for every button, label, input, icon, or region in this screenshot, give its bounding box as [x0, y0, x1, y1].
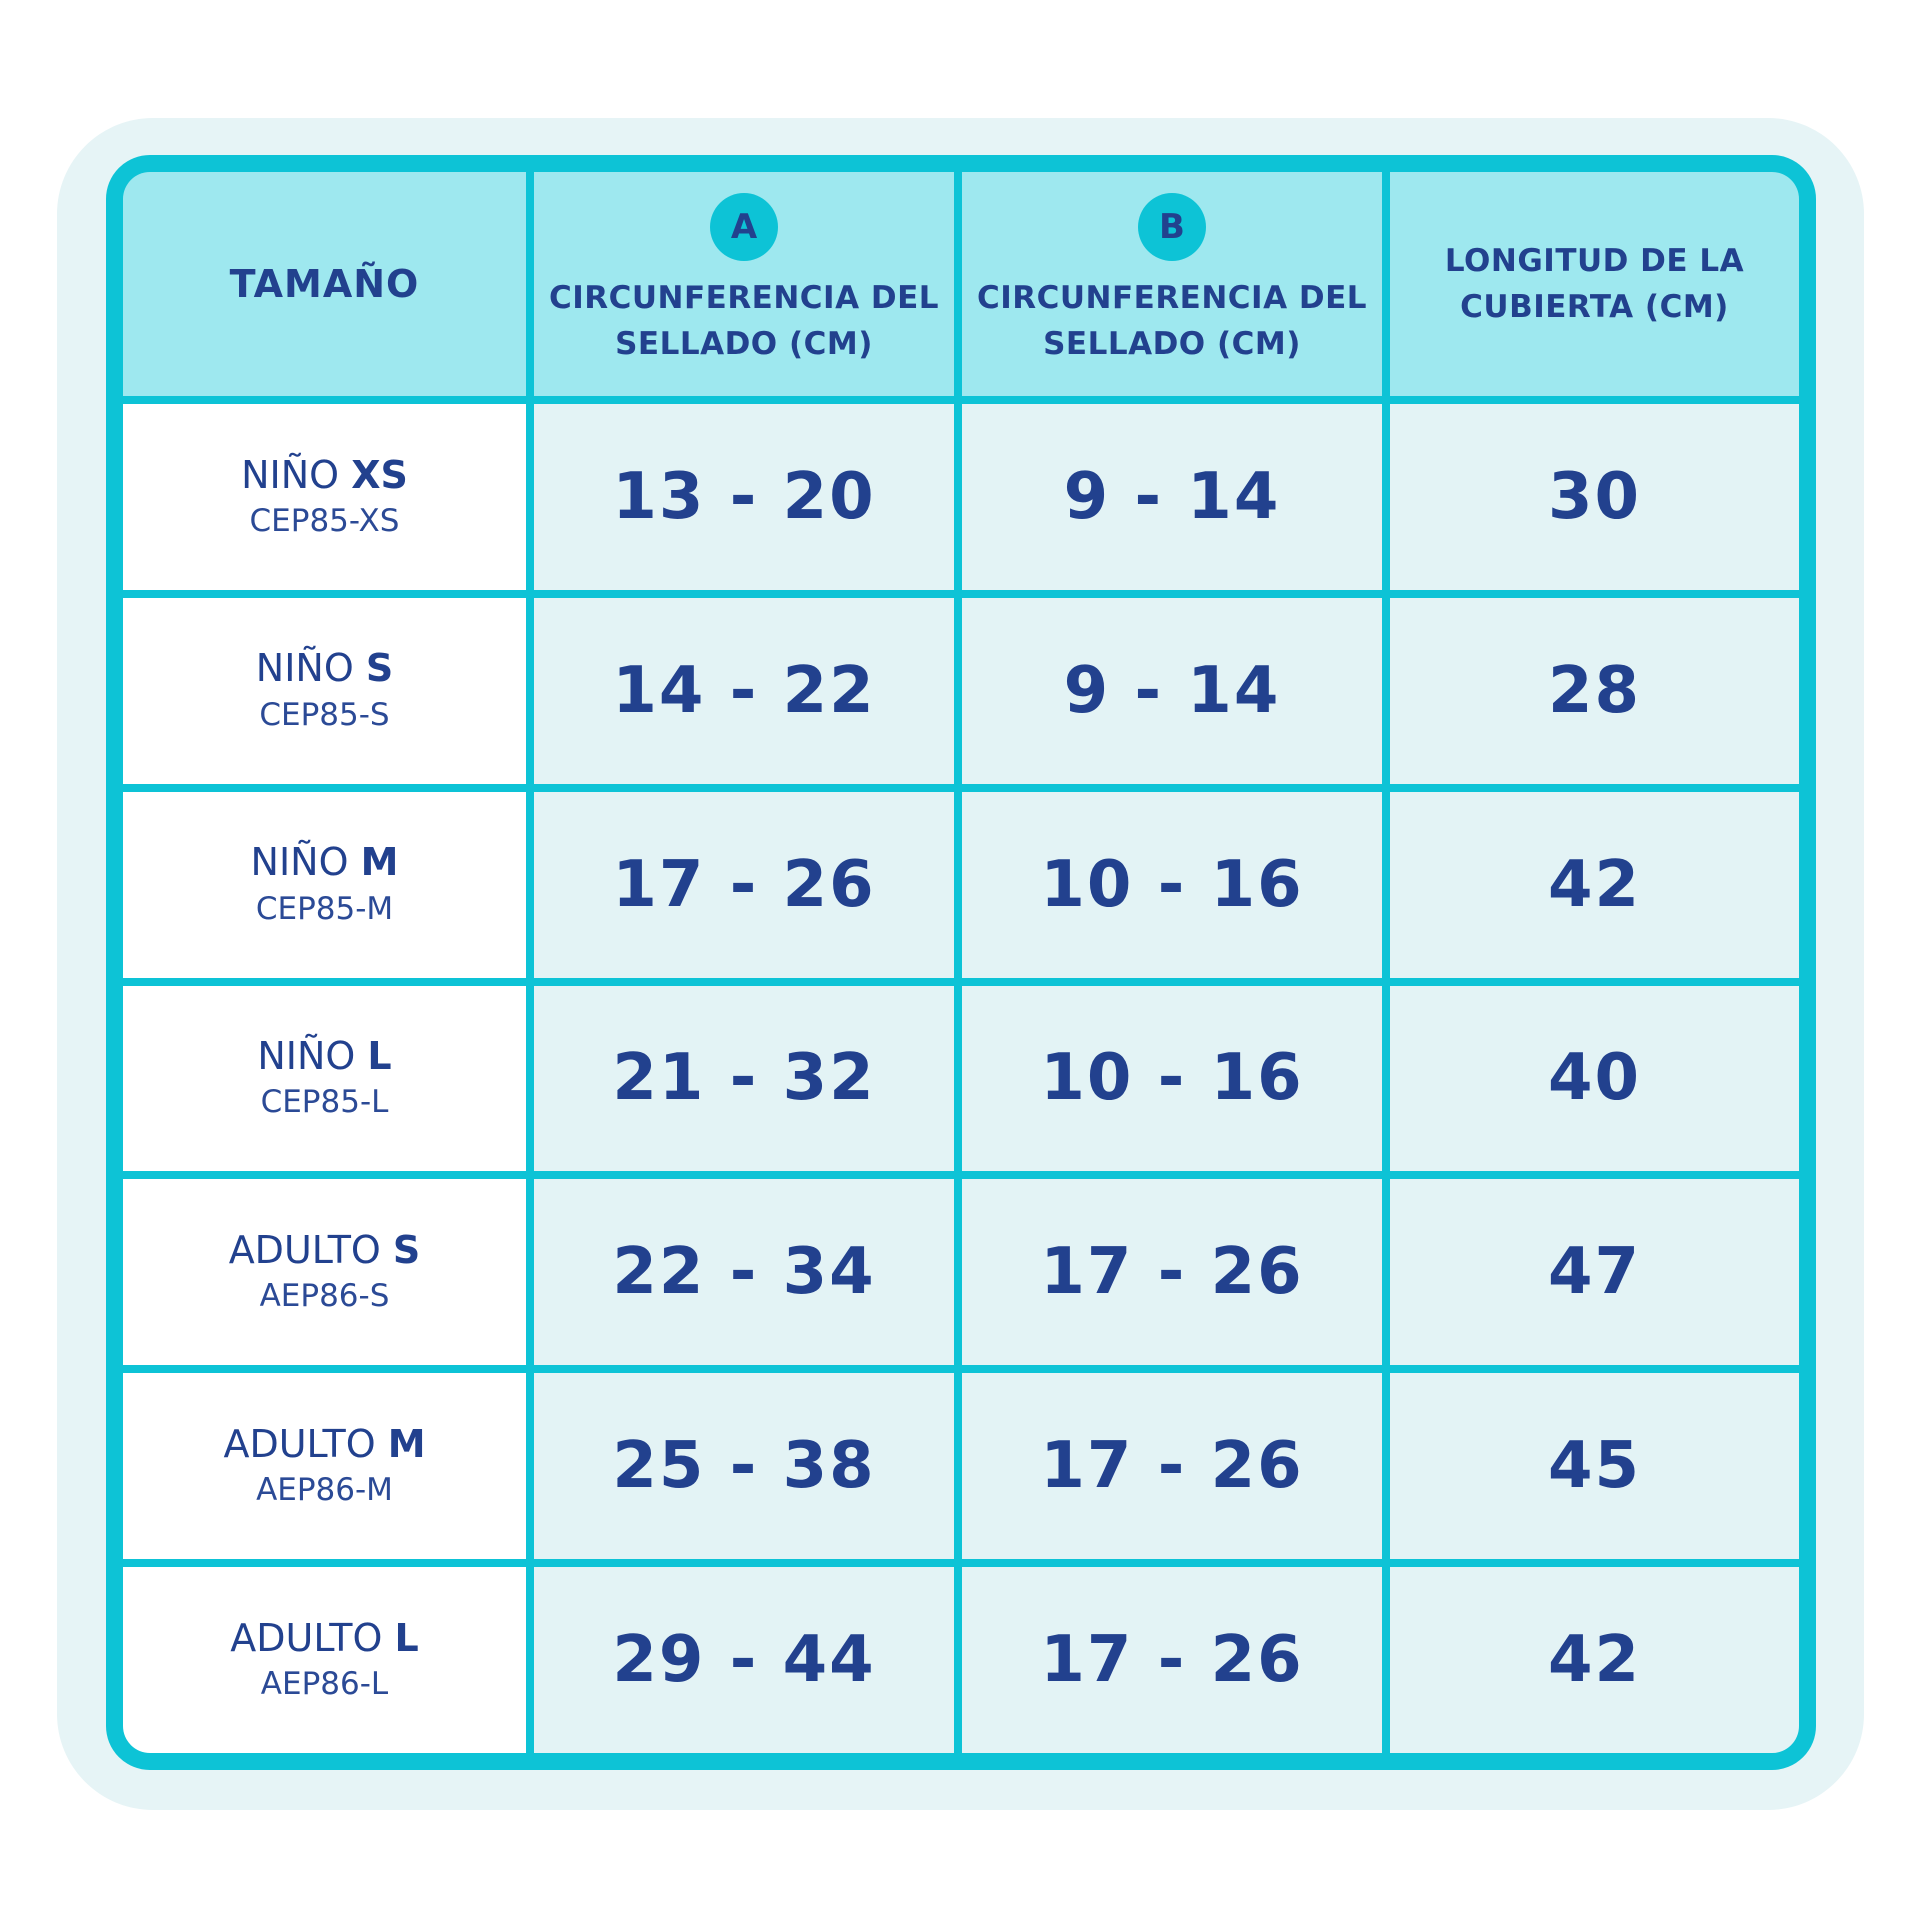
- value-a: 25 - 38: [612, 1429, 876, 1504]
- value-length: 28: [1547, 653, 1642, 728]
- size-group: ADULTO: [223, 1421, 376, 1466]
- value-a: 21 - 32: [612, 1041, 876, 1116]
- badge-b-icon: B: [1138, 192, 1206, 261]
- value-cell-b: 10 - 16: [962, 791, 1382, 978]
- value-cell-a: 14 - 22: [534, 597, 954, 784]
- value-length: 30: [1547, 459, 1642, 534]
- value-cell-length: 47: [1390, 1179, 1799, 1366]
- size-cell: NIÑO L CEP85-L: [123, 985, 526, 1172]
- value-b: 17 - 26: [1040, 1235, 1304, 1310]
- size-name: NIÑO XS: [241, 451, 408, 500]
- product-code: AEP86-S: [259, 1278, 390, 1315]
- size-name: NIÑO L: [257, 1032, 391, 1081]
- header-col-b-label: CIRCUNFERENCIA DEL SELLADO (CM): [976, 279, 1368, 363]
- value-b: 9 - 14: [1063, 459, 1281, 534]
- size-group: NIÑO: [257, 1034, 356, 1079]
- size-letter: L: [367, 1034, 392, 1079]
- value-b: 17 - 26: [1040, 1623, 1304, 1698]
- size-name: ADULTO S: [229, 1226, 421, 1275]
- value-cell-a: 22 - 34: [534, 1179, 954, 1366]
- size-group: ADULTO: [230, 1615, 383, 1660]
- value-cell-length: 45: [1390, 1373, 1799, 1560]
- value-cell-length: 40: [1390, 985, 1799, 1172]
- size-cell: ADULTO S AEP86-S: [123, 1179, 526, 1366]
- value-length: 40: [1547, 1041, 1642, 1116]
- value-cell-length: 42: [1390, 1567, 1799, 1753]
- value-length: 45: [1547, 1429, 1642, 1504]
- size-chart-grid: TAMAÑO A CIRCUNFERENCIA DEL SELLADO (CM)…: [123, 172, 1799, 1753]
- size-letter: XS: [351, 452, 408, 497]
- size-cell: NIÑO M CEP85-M: [123, 791, 526, 978]
- size-group: NIÑO: [250, 840, 349, 885]
- value-cell-b: 17 - 26: [962, 1373, 1382, 1560]
- size-group: NIÑO: [241, 452, 340, 497]
- size-letter: S: [365, 646, 394, 691]
- value-cell-length: 30: [1390, 404, 1799, 590]
- header-col-b: B CIRCUNFERENCIA DEL SELLADO (CM): [962, 172, 1382, 396]
- value-b: 9 - 14: [1063, 653, 1281, 728]
- value-b: 10 - 16: [1040, 1041, 1304, 1116]
- value-b: 10 - 16: [1040, 847, 1304, 922]
- size-letter: S: [392, 1227, 421, 1272]
- value-cell-a: 21 - 32: [534, 985, 954, 1172]
- value-cell-length: 42: [1390, 791, 1799, 978]
- size-cell: NIÑO S CEP85-S: [123, 597, 526, 784]
- product-code: AEP86-L: [260, 1666, 389, 1703]
- header-col-a: A CIRCUNFERENCIA DEL SELLADO (CM): [534, 172, 954, 396]
- size-letter: M: [360, 840, 399, 885]
- size-cell: ADULTO M AEP86-M: [123, 1373, 526, 1560]
- header-col-length: LONGITUD DE LA CUBIERTA (CM): [1390, 172, 1799, 396]
- value-a: 13 - 20: [612, 459, 876, 534]
- value-length: 47: [1547, 1235, 1642, 1310]
- value-cell-a: 25 - 38: [534, 1373, 954, 1560]
- header-size-label: TAMAÑO: [229, 262, 420, 306]
- size-group: ADULTO: [228, 1227, 381, 1272]
- value-a: 22 - 34: [612, 1235, 876, 1310]
- value-cell-a: 17 - 26: [534, 791, 954, 978]
- value-cell-a: 13 - 20: [534, 404, 954, 590]
- value-length: 42: [1547, 847, 1642, 922]
- value-length: 42: [1547, 1623, 1642, 1698]
- size-chart-table: TAMAÑO A CIRCUNFERENCIA DEL SELLADO (CM)…: [106, 155, 1816, 1770]
- size-name: ADULTO M: [223, 1420, 425, 1469]
- value-cell-length: 28: [1390, 597, 1799, 784]
- value-cell-b: 10 - 16: [962, 985, 1382, 1172]
- header-col-a-label: CIRCUNFERENCIA DEL SELLADO (CM): [548, 279, 940, 363]
- size-name: NIÑO S: [256, 644, 393, 693]
- value-a: 29 - 44: [612, 1623, 876, 1698]
- value-cell-b: 9 - 14: [962, 597, 1382, 784]
- value-a: 17 - 26: [612, 847, 876, 922]
- size-group: NIÑO: [255, 646, 354, 691]
- value-cell-a: 29 - 44: [534, 1567, 954, 1753]
- value-cell-b: 17 - 26: [962, 1179, 1382, 1366]
- badge-a-icon: A: [710, 192, 778, 261]
- size-cell: NIÑO XS CEP85-XS: [123, 404, 526, 590]
- size-letter: M: [387, 1421, 426, 1466]
- value-a: 14 - 22: [612, 653, 876, 728]
- value-cell-b: 9 - 14: [962, 404, 1382, 590]
- header-col-length-label: LONGITUD DE LA CUBIERTA (CM): [1444, 242, 1745, 326]
- product-code: CEP85-XS: [249, 502, 400, 539]
- size-name: NIÑO M: [251, 838, 399, 887]
- product-code: CEP85-M: [255, 890, 394, 927]
- size-cell: ADULTO L AEP86-L: [123, 1567, 526, 1753]
- product-code: CEP85-S: [259, 696, 390, 733]
- value-cell-b: 17 - 26: [962, 1567, 1382, 1753]
- product-code: CEP85-L: [260, 1084, 389, 1121]
- header-size: TAMAÑO: [123, 172, 526, 396]
- value-b: 17 - 26: [1040, 1429, 1304, 1504]
- product-code: AEP86-M: [256, 1472, 393, 1509]
- size-name: ADULTO L: [230, 1614, 418, 1663]
- size-letter: L: [394, 1615, 419, 1660]
